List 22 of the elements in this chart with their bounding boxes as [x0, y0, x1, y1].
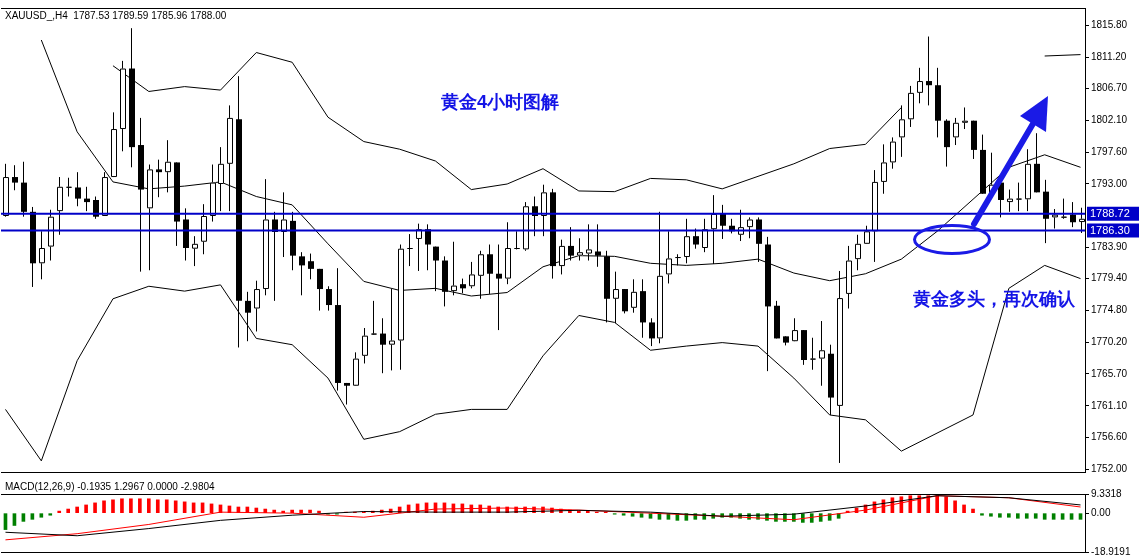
y-tick-label: 1806.70: [1091, 82, 1128, 94]
y-tick-label: -18.9191: [1091, 545, 1131, 557]
y-tick-label: 9.3318: [1091, 487, 1123, 499]
y-tick-label: 1793.00: [1091, 177, 1128, 189]
chart-title: MACD(12,26,9) -0.1935 1.2967 0.0000 -2.9804: [5, 480, 216, 492]
y-tick-label: 1770.20: [1091, 336, 1128, 348]
y-tick-label: 1802.10: [1091, 114, 1128, 126]
y-tick-label: 1779.40: [1091, 272, 1128, 284]
y-tick-label: 1797.60: [1091, 145, 1128, 157]
ref-line-label: 1788.72: [1090, 206, 1130, 219]
y-tick-label: 1783.90: [1091, 241, 1128, 253]
y-tick-label: 1811.20: [1091, 51, 1127, 63]
y-tick-label: 1765.70: [1091, 367, 1128, 379]
y-tick-label: 1756.60: [1091, 430, 1128, 442]
chart-title: XAUUSD_,H4 1787.53 1789.59 1785.96 1788.00: [5, 9, 227, 21]
y-tick-label: 0.00: [1091, 506, 1111, 518]
y-tick-label: 1815.80: [1091, 19, 1128, 31]
ref-line-label: 1786.30: [1090, 223, 1130, 236]
y-tick-label: 1774.80: [1091, 304, 1128, 316]
y-tick-label: 1761.10: [1091, 399, 1128, 411]
annotation: 黄金4小时图解: [439, 91, 560, 112]
y-tick-label: 1752.00: [1091, 462, 1128, 474]
